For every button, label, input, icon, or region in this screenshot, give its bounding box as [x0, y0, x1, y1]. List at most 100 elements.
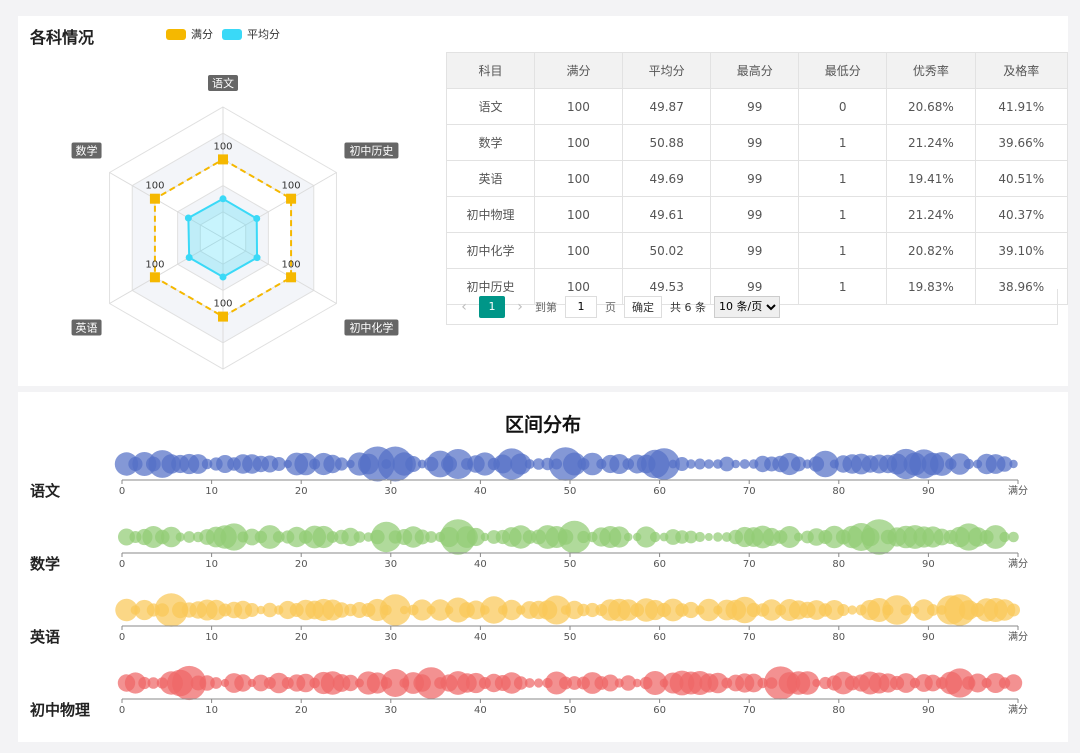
table-cell: 1: [798, 232, 888, 269]
distribution-bubble: [414, 529, 430, 545]
distribution-row-label: 英语: [30, 628, 60, 646]
distribution-bubble: [1009, 459, 1018, 469]
distribution-bubble: [334, 457, 349, 471]
distribution-tick-label: 70: [743, 486, 756, 497]
table-header-cell: 及格率: [974, 52, 1069, 89]
distribution-tick-label: 50: [564, 486, 577, 497]
table-cell: 20.68%: [886, 88, 976, 125]
distribution-tick-label: 80: [832, 486, 845, 497]
distribution-bubble: [117, 528, 135, 546]
distribution-tick-label: 50: [564, 559, 577, 570]
radar-indicator-label: 初中历史: [349, 144, 393, 158]
distribution-tick-label: 90: [922, 559, 935, 570]
distribution-bubble: [294, 452, 317, 476]
table-row: 英语 100 49.69 99 1 19.41% 40.51%: [446, 160, 1069, 197]
distribution-bubble: [739, 459, 750, 469]
distribution-bubble: [513, 676, 528, 690]
legend-label-full: 满分: [191, 28, 213, 41]
distribution-bubble: [199, 675, 215, 691]
distribution-bubble: [252, 674, 270, 692]
distribution-tick-label: 30: [384, 486, 397, 497]
table-cell: 0: [798, 88, 888, 125]
table-cell: 21.24%: [886, 196, 976, 233]
goto-page-input[interactable]: [565, 295, 597, 318]
total-count: 共 6 条: [670, 300, 706, 314]
distribution-tick-label: 0: [119, 486, 125, 497]
distribution-bubble: [465, 672, 487, 694]
page-size-select[interactable]: 10 条/页: [714, 295, 780, 318]
legend-swatch-full: [166, 28, 186, 40]
page-1-button[interactable]: 1: [479, 295, 505, 318]
distribution-bubble: [272, 531, 285, 543]
distribution-bubble: [882, 595, 912, 625]
table-row: 语文 100 49.87 99 0 20.68% 41.91%: [446, 88, 1069, 125]
prev-page-icon[interactable]: ‹: [461, 298, 467, 315]
table-cell: 19.83%: [886, 268, 976, 305]
table-row: 初中物理 100 49.61 99 1 21.24% 40.37%: [446, 196, 1069, 233]
distribution-bubble: [243, 528, 261, 546]
distribution-tick-label: 20: [295, 705, 308, 716]
distribution-bubble: [558, 520, 591, 554]
radar-indicator-label: 初中化学: [349, 321, 393, 335]
table-cell: 49.53: [622, 268, 712, 305]
distribution-bubble: [635, 526, 657, 548]
radar-indicator-tag: [71, 142, 102, 159]
pagination: ‹ 1 › 到第 页 确定 共 6 条 10 条/页: [446, 289, 1058, 325]
radar-axis-line: [109, 237, 224, 304]
distribution-bubble: [924, 674, 942, 692]
distribution-bubble: [963, 458, 974, 470]
distribution-bubble: [686, 459, 696, 469]
distribution-bubble: [609, 454, 630, 474]
distribution-bubble: [896, 673, 916, 693]
table-cell: 100: [533, 160, 624, 197]
table-cell: 初中化学: [446, 232, 535, 269]
legend-swatch-average: [222, 28, 242, 40]
distribution-bubble: [694, 458, 706, 470]
radar-point-full: [218, 154, 228, 165]
table-cell: 19.41%: [886, 160, 976, 197]
next-page-icon[interactable]: ›: [517, 298, 523, 315]
distribution-bubble: [926, 604, 939, 616]
distribution-tick-label: 20: [295, 486, 308, 497]
distribution-bubble: [704, 533, 713, 541]
distribution-tick-label: 70: [743, 705, 756, 716]
distribution-bubble: [271, 457, 286, 471]
distribution-tick-label: 满分: [1008, 558, 1028, 570]
distribution-tick-label: 10: [205, 486, 218, 497]
distribution-tick-label: 60: [653, 559, 666, 570]
distribution-bubble: [262, 602, 278, 618]
radar-point-full: [286, 272, 297, 283]
distribution-tick-label: 20: [295, 632, 308, 643]
radar-point-full: [149, 272, 160, 283]
distribution-bubble: [795, 671, 820, 695]
distribution-bubble: [985, 673, 1006, 693]
table-cell: 20.82%: [886, 232, 976, 269]
distribution-tick-label: 30: [384, 559, 397, 570]
radar-axis-line: [222, 172, 337, 239]
distribution-tick-label: 90: [922, 486, 935, 497]
distribution-bubble: [562, 452, 586, 476]
table-cell: 100: [533, 196, 624, 233]
distribution-bubble: [545, 671, 569, 695]
distribution-bubble: [585, 602, 600, 618]
legend-item-average[interactable]: 平均分: [222, 26, 280, 42]
radar-point-average: [184, 214, 192, 222]
distribution-bubble: [183, 531, 196, 543]
distribution-panel: 区间分布 0 10 20 30 40 50 60 70 80 90 满分 语文 0 10 20 30 40 50 6…: [18, 392, 1068, 742]
distribution-tick-label: 10: [205, 705, 218, 716]
distribution-bubble: [210, 677, 222, 689]
distribution-tick-label: 90: [922, 705, 935, 716]
radar-value-label: 100: [282, 181, 301, 192]
confirm-button[interactable]: 确定: [624, 295, 662, 318]
distribution-bubble: [542, 595, 572, 625]
table-cell: 数学: [446, 124, 535, 161]
distribution-tick-label: 10: [205, 559, 218, 570]
table-cell: 初中物理: [446, 196, 535, 233]
legend-item-full[interactable]: 满分: [166, 26, 213, 42]
distribution-bubble: [567, 676, 582, 690]
distribution-bubble: [945, 668, 975, 698]
table-cell: 100: [533, 232, 624, 269]
table-row: 初中历史 100 49.53 99 1 19.83% 38.96%: [446, 268, 1069, 305]
table-cell: 41.91%: [974, 88, 1069, 125]
